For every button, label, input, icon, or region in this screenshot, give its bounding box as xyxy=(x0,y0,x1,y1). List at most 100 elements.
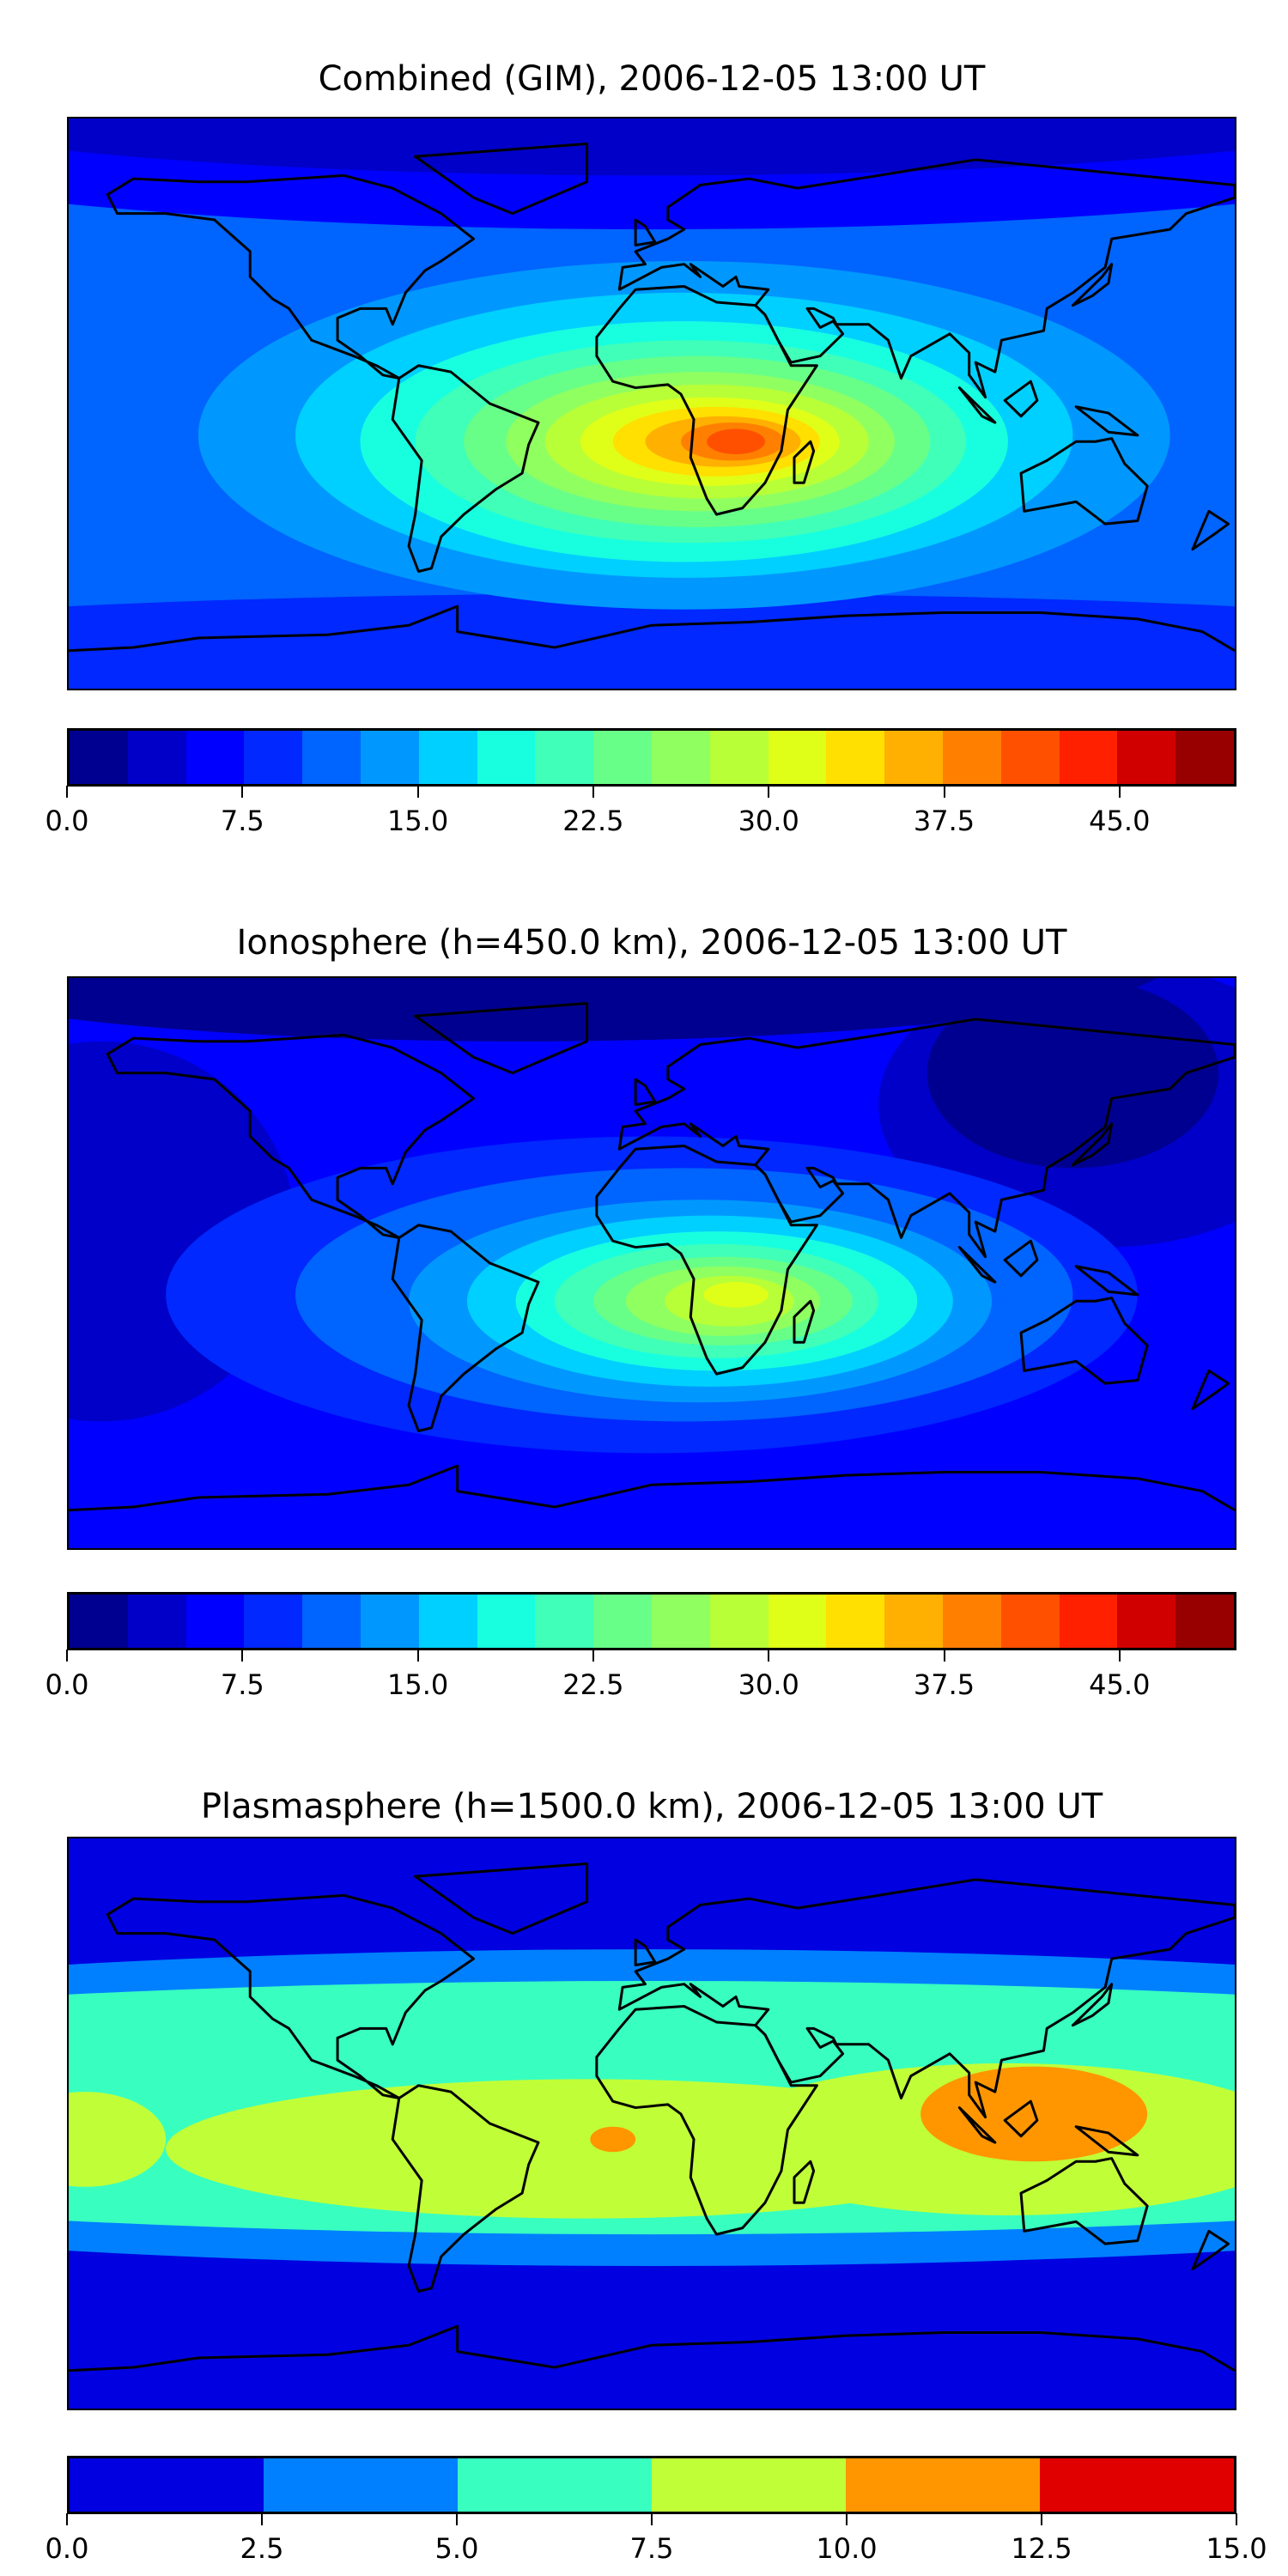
coastline-new-zealand xyxy=(1193,1370,1228,1408)
colorbar xyxy=(67,2456,1236,2514)
colorbar-tick-label: 2.5 xyxy=(240,2532,284,2565)
colorbar-segment xyxy=(127,1595,186,1648)
colorbar-tick xyxy=(66,1649,68,1662)
colorbar-segment xyxy=(418,1595,477,1648)
coastline-north-america xyxy=(107,1895,473,2098)
contour-region xyxy=(69,2092,167,2187)
coastline-madagascar xyxy=(794,441,814,483)
coastline-africa xyxy=(597,1146,817,1375)
coastline-uk xyxy=(635,220,655,246)
colorbar-ticks: 0.0 7.5 15.0 22.5 30.0 37.5 45.0 xyxy=(46,786,1236,837)
colorbar-tick xyxy=(1118,786,1121,798)
colorbar-segment xyxy=(884,1595,943,1648)
coastline-north-america xyxy=(107,175,473,378)
colorbar-segment xyxy=(593,1595,652,1648)
colorbar-segment xyxy=(1176,1595,1234,1648)
colorbar-segment xyxy=(244,731,303,784)
colorbar-segment xyxy=(70,1595,128,1648)
colorbar-segment xyxy=(360,1595,419,1648)
colorbar-segment xyxy=(264,2458,458,2512)
colorbar-tick-label: 12.5 xyxy=(1011,2532,1072,2565)
colorbar-ticks: 0.0 2.5 5.0 7.5 10.0 12.5 15.0 xyxy=(46,2513,1267,2565)
colorbar-tick xyxy=(768,786,770,798)
tec-map xyxy=(67,117,1236,690)
colorbar-segment xyxy=(593,731,652,784)
colorbar-segment xyxy=(244,1595,303,1648)
colorbar-segment xyxy=(477,731,536,784)
colorbar-tick xyxy=(592,786,594,798)
colorbar-tick xyxy=(1118,1649,1121,1662)
coastline-sumatra xyxy=(959,2108,994,2143)
coastline-uk xyxy=(635,1940,655,1965)
colorbar-tick xyxy=(592,1649,594,1662)
colorbar-segment xyxy=(1059,731,1118,784)
coastline-new-guinea xyxy=(1076,407,1138,435)
colorbar-segment xyxy=(360,731,419,784)
colorbar-segment xyxy=(846,2458,1040,2512)
colorbar-segment xyxy=(302,1595,361,1648)
colorbar-segment xyxy=(768,731,827,784)
coastline-new-guinea xyxy=(1076,1267,1138,1295)
colorbar-segment xyxy=(535,1595,594,1648)
coastline-eurasia xyxy=(619,160,1235,398)
coastline-antarctica xyxy=(69,2326,1235,2371)
coastline-south-america xyxy=(392,1225,538,1431)
chart-title: Ionosphere (h=450.0 km), 2006-12-05 13:0… xyxy=(236,923,1067,963)
colorbar-segment xyxy=(942,1595,1001,1648)
colorbar-segment xyxy=(1117,1595,1176,1648)
coastline-australia xyxy=(1021,2159,1147,2245)
colorbar-tick-label: 22.5 xyxy=(562,1668,624,1701)
colorbar-tick xyxy=(846,2513,848,2525)
coastline-sumatra xyxy=(959,388,994,423)
colorbar-segment xyxy=(1176,731,1234,784)
colorbar-tick xyxy=(1236,2513,1237,2525)
colorbar-tick xyxy=(456,2513,458,2525)
coastline-africa xyxy=(597,2007,817,2235)
colorbar-tick-label: 15.0 xyxy=(386,1668,449,1701)
colorbar-tick-label: 15.0 xyxy=(1206,2532,1267,2565)
coastline-borneo xyxy=(1005,2101,1037,2136)
contour-region xyxy=(590,2126,636,2153)
colorbar-segment xyxy=(535,731,594,784)
coastline-japan xyxy=(1072,1984,1111,2026)
colorbar-tick xyxy=(1041,2513,1042,2525)
colorbar-segment xyxy=(884,731,943,784)
coastline-japan xyxy=(1072,1124,1111,1165)
contour-region xyxy=(927,978,1219,1169)
colorbar-segment xyxy=(1000,1595,1060,1648)
colorbar-segment xyxy=(127,731,186,784)
contour-region xyxy=(69,118,1235,176)
coastline-australia xyxy=(1021,1298,1147,1384)
colorbar-tick xyxy=(651,2513,653,2525)
coastline-south-america xyxy=(392,2086,538,2292)
colorbar-tick xyxy=(66,786,68,798)
contour-region xyxy=(703,1282,769,1308)
colorbar-tick-label: 7.5 xyxy=(629,2532,674,2565)
contour-region xyxy=(69,978,1157,1042)
colorbar-tick-label: 30.0 xyxy=(738,805,799,837)
colorbar-tick xyxy=(66,2513,68,2525)
coastline-greenland xyxy=(416,144,587,214)
colorbar-segment xyxy=(826,731,885,784)
colorbar-segment xyxy=(1040,2458,1234,2512)
colorbar-segment xyxy=(1000,731,1060,784)
coastline-antarctica xyxy=(69,606,1235,651)
colorbar-tick-label: 15.0 xyxy=(386,805,449,837)
colorbar-tick xyxy=(768,1649,770,1662)
coastline-africa xyxy=(597,287,817,515)
colorbar-segment xyxy=(477,1595,536,1648)
colorbar-ticks: 0.0 7.5 15.0 22.5 30.0 37.5 45.0 xyxy=(46,1649,1236,1701)
coastline-japan xyxy=(1072,264,1111,306)
colorbar-tick-label: 45.0 xyxy=(1089,1668,1151,1701)
colorbar xyxy=(67,728,1236,787)
colorbar-segment xyxy=(709,731,769,784)
colorbar-segment xyxy=(458,2458,652,2512)
colorbar-tick xyxy=(241,786,244,798)
colorbar-segment xyxy=(709,1595,769,1648)
contour-region xyxy=(707,428,766,455)
coastline-madagascar xyxy=(794,2161,814,2202)
colorbar-tick-label: 10.0 xyxy=(816,2532,878,2565)
colorbar-segment xyxy=(1117,731,1176,784)
coastline-new-zealand xyxy=(1193,511,1228,549)
colorbar-segment xyxy=(418,731,477,784)
